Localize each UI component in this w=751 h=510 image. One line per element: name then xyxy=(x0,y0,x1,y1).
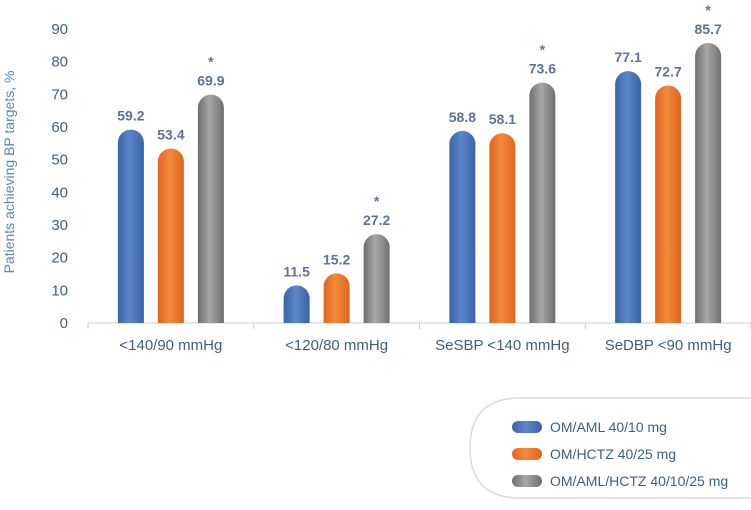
data-label: 59.2 xyxy=(117,108,144,124)
bar xyxy=(489,133,516,323)
data-label: 69.9 xyxy=(197,73,224,89)
bar xyxy=(655,85,682,323)
bar xyxy=(117,129,144,323)
bar xyxy=(323,273,350,323)
data-label: 53.4 xyxy=(157,127,184,143)
legend-swatch xyxy=(512,448,542,460)
y-tick-label: 40 xyxy=(51,184,68,201)
data-label: 15.2 xyxy=(323,251,350,267)
data-label: 27.2 xyxy=(363,212,390,228)
y-axis-title: Patients achieving BP targets, % xyxy=(1,71,17,274)
legend-swatch xyxy=(512,475,542,487)
significance-marker: * xyxy=(208,54,214,70)
y-tick-label: 20 xyxy=(51,250,68,267)
data-label: 73.6 xyxy=(529,61,556,77)
bar xyxy=(529,82,556,323)
significance-marker: * xyxy=(540,42,546,58)
x-category-label: <120/80 mmHg xyxy=(285,337,388,354)
bar xyxy=(157,148,184,323)
y-axis: 0 10 20 30 40 50 60 70 80 90 xyxy=(51,21,68,332)
legend-entry: OM/HCTZ 40/25 mg xyxy=(550,446,676,462)
significance-marker: * xyxy=(374,193,380,209)
data-label: 58.8 xyxy=(449,109,476,125)
x-axis: <140/90 mmHg <120/80 mmHg SeSBP <140 mmHg S… xyxy=(87,322,751,354)
data-labels: 59.2 53.4 69.9 * 11.5 15.2 27.2 * 58.8 58.1 73.6 * 7… xyxy=(117,2,722,279)
y-tick-label: 70 xyxy=(51,86,68,103)
significance-marker: * xyxy=(705,2,711,18)
bar xyxy=(197,94,224,323)
x-category-label: <140/90 mmHg xyxy=(119,337,222,354)
bar xyxy=(615,71,642,323)
y-tick-label: 0 xyxy=(60,315,68,332)
legend-entry: OM/AML/HCTZ 40/10/25 mg xyxy=(550,473,728,489)
data-label: 85.7 xyxy=(695,21,722,37)
y-tick-label: 60 xyxy=(51,119,68,136)
y-tick-label: 30 xyxy=(51,217,68,234)
y-tick-label: 90 xyxy=(51,21,68,38)
bar xyxy=(283,285,310,323)
data-label: 11.5 xyxy=(283,263,310,279)
y-tick-label: 50 xyxy=(51,152,68,169)
bar xyxy=(695,43,722,324)
data-label: 72.7 xyxy=(655,64,682,80)
legend: OM/AML 40/10 mg OM/HCTZ 40/25 mg OM/AML/HC… xyxy=(469,397,751,499)
bar xyxy=(449,130,476,323)
data-label: 58.1 xyxy=(489,111,516,127)
legend-entry: OM/AML 40/10 mg xyxy=(550,419,667,435)
bar xyxy=(363,234,390,323)
bars xyxy=(117,43,722,324)
y-tick-label: 80 xyxy=(51,54,68,71)
x-category-label: SeSBP <140 mmHg xyxy=(435,337,569,354)
x-category-label: SeDBP <90 mmHg xyxy=(605,337,732,354)
y-tick-label: 10 xyxy=(51,282,68,299)
data-label: 77.1 xyxy=(615,49,642,65)
legend-swatch xyxy=(512,421,542,433)
